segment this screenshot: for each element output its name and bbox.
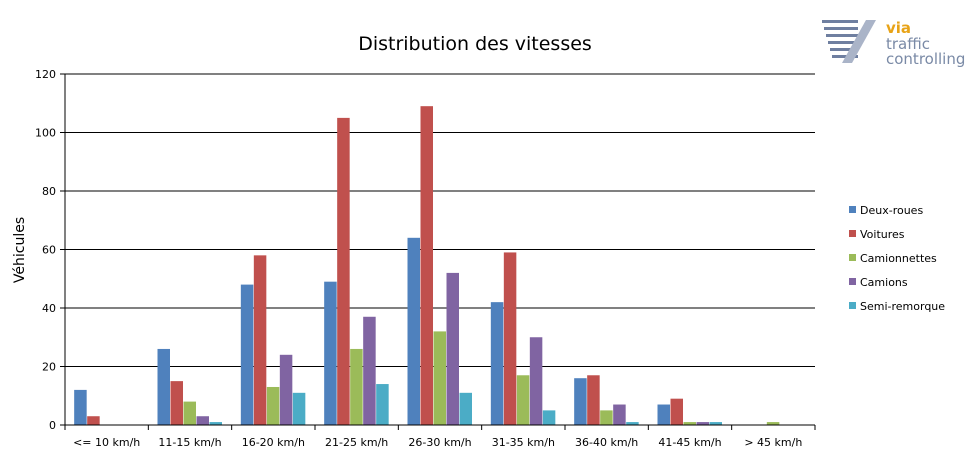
x-tick-label: <= 10 km/h [73, 436, 140, 449]
bar-voitures-4 [420, 106, 433, 426]
y-tick-label: 120 [35, 68, 56, 81]
legend-label: Deux-roues [860, 204, 923, 217]
logo-mark-icon [822, 20, 876, 63]
bar-camions-5 [529, 337, 543, 425]
x-tick-labels: <= 10 km/h 11-15 km/h 16-20 km/h 21-25 km/h… [73, 436, 802, 449]
bar-deux-roues-2 [240, 284, 254, 425]
bar-camionnettes-1 [183, 401, 196, 425]
bar-semi-remorque-7 [709, 422, 722, 425]
bar-voitures-7 [670, 398, 683, 425]
bar-semi-remorque-5 [542, 410, 556, 426]
legend-swatch [849, 254, 856, 261]
x-tick-label: 41-45 km/h [658, 436, 721, 449]
grid-lines [60, 73, 815, 426]
bar-deux-roues-5 [490, 302, 504, 425]
bar-semi-remorque-4 [459, 392, 472, 425]
bar-camions-1 [196, 416, 209, 425]
bar-deux-roues-1 [157, 348, 170, 425]
y-tick-label: 80 [42, 185, 56, 198]
x-tick-label: 31-35 km/h [492, 436, 555, 449]
axes [64, 74, 816, 430]
bar-camions-4 [446, 272, 459, 425]
bar-semi-remorque-1 [209, 422, 222, 425]
bar-camionnettes-8 [766, 422, 780, 425]
bars [74, 106, 780, 426]
bar-semi-remorque-3 [376, 384, 389, 425]
x-tick-label: > 45 km/h [744, 436, 802, 449]
bar-camions-2 [279, 354, 293, 425]
logo-via: via [886, 19, 911, 37]
bar-deux-roues-0 [74, 389, 87, 425]
bar-camionnettes-6 [600, 410, 613, 426]
bar-voitures-0 [87, 416, 100, 425]
x-tick-label: 26-30 km/h [408, 436, 471, 449]
bar-camionnettes-5 [516, 375, 530, 425]
bar-deux-roues-4 [407, 237, 420, 425]
legend-swatch [849, 302, 856, 309]
legend-label: Voitures [860, 228, 905, 241]
y-axis-label: Véhicules [12, 217, 28, 283]
bar-camionnettes-7 [683, 422, 696, 425]
y-tick-label: 40 [42, 302, 56, 315]
logo-controlling: controlling [886, 50, 965, 68]
bar-semi-remorque-6 [626, 422, 639, 425]
y-tick-label: 60 [42, 244, 56, 257]
bar-deux-roues-6 [574, 378, 587, 425]
legend-label: Camionnettes [860, 252, 937, 265]
y-tick-labels: 0 20 40 60 80 100 120 [35, 68, 56, 432]
chart-title: Distribution des vitesses [358, 33, 592, 55]
legend-swatch [849, 206, 856, 213]
x-tick-label: 21-25 km/h [325, 436, 388, 449]
y-tick-label: 20 [42, 361, 56, 374]
bar-voitures-6 [587, 375, 600, 425]
via-logo: via traffic controlling [822, 19, 965, 68]
bar-voitures-1 [170, 381, 183, 426]
bar-deux-roues-7 [657, 404, 670, 425]
y-tick-label: 0 [49, 419, 56, 432]
bar-camions-6 [613, 404, 626, 425]
bar-semi-remorque-2 [292, 392, 306, 425]
bar-camions-7 [696, 422, 709, 425]
legend-label: Semi-remorque [860, 300, 945, 313]
x-tick-label: 36-40 km/h [575, 436, 638, 449]
legend-swatch [849, 230, 856, 237]
legend: Deux-roues Voitures Camionnettes Camions Sem… [849, 204, 945, 313]
logo-traffic: traffic [886, 35, 930, 53]
bar-voitures-3 [337, 117, 350, 426]
bar-camionnettes-3 [350, 348, 363, 425]
y-tick-label: 100 [35, 127, 56, 140]
bar-camionnettes-2 [266, 386, 280, 425]
x-tick-label: 16-20 km/h [242, 436, 305, 449]
legend-swatch [849, 278, 856, 285]
bar-voitures-2 [253, 255, 267, 425]
x-tick-label: 11-15 km/h [158, 436, 221, 449]
bar-deux-roues-3 [324, 281, 337, 425]
bar-voitures-5 [503, 252, 517, 425]
bar-camions-3 [363, 316, 376, 425]
bar-camionnettes-4 [433, 331, 446, 425]
legend-label: Camions [860, 276, 908, 289]
